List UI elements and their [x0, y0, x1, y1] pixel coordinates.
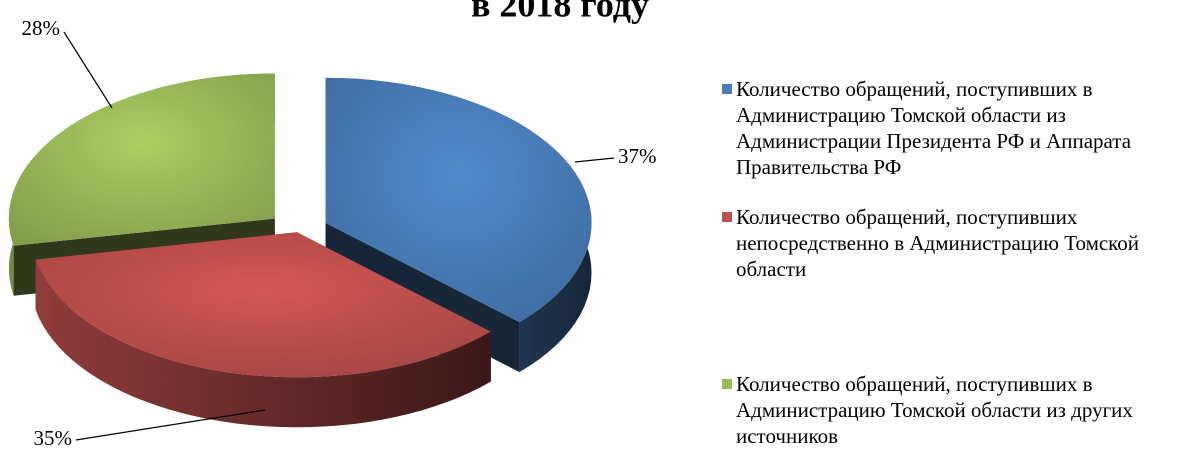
slice-side — [35, 259, 491, 428]
data-label: 35% — [34, 426, 73, 450]
legend-label: Количество обращений, поступивших в Адми… — [736, 77, 1132, 179]
legend-entry: Количество обращений, поступивших в Адми… — [722, 76, 1172, 180]
legend-label: Количество обращений, поступивших в Адми… — [736, 372, 1133, 448]
legend-label: Количество обращений, поступивших непоср… — [736, 205, 1140, 281]
leader-line — [574, 157, 615, 163]
slice — [35, 232, 491, 378]
legend-entry: Количество обращений, поступивших непоср… — [722, 204, 1172, 282]
legend-swatch — [722, 84, 732, 94]
leader-line — [75, 409, 266, 441]
leader-line — [63, 31, 113, 109]
slice — [325, 77, 592, 323]
legend-swatch — [722, 212, 732, 222]
legend-entry: Количество обращений, поступивших в Адми… — [722, 371, 1172, 449]
chart-title: в 2018 году — [471, 0, 649, 24]
legend-swatch — [722, 379, 732, 389]
data-label: 28% — [22, 16, 61, 40]
slice — [8, 73, 275, 246]
data-label: 37% — [618, 144, 657, 168]
